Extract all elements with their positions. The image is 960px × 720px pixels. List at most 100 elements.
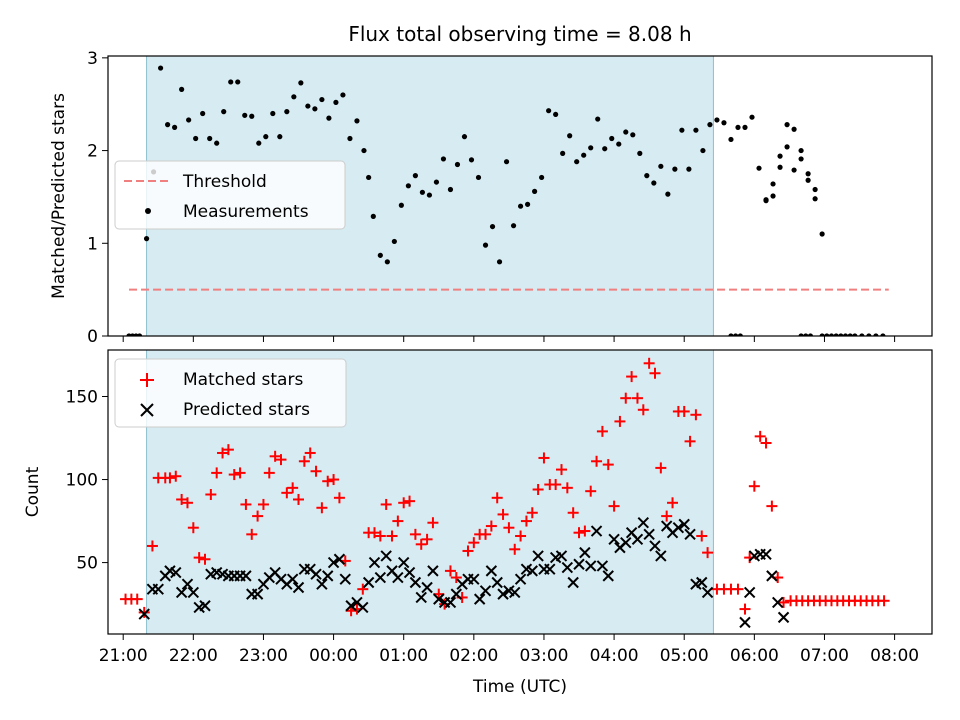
measurement-point: [277, 134, 283, 140]
predicted-star-stroke: [544, 563, 556, 575]
measurement-point: [256, 140, 262, 146]
measurement-point: [623, 129, 629, 135]
matched-star-point: [211, 467, 223, 479]
predicted-star-stroke: [322, 570, 334, 582]
measurement-point: [728, 333, 734, 336]
measurement-point: [179, 86, 185, 92]
measurement-point: [291, 94, 297, 100]
measurement-point: [136, 333, 143, 336]
predicted-star-point: [380, 550, 392, 562]
predicted-star-point: [701, 586, 714, 599]
matched-star-point: [328, 474, 340, 486]
predicted-star-point: [339, 573, 351, 585]
matched-star-point: [667, 497, 679, 509]
predicted-star-stroke: [403, 566, 416, 579]
matched-star-point: [637, 404, 649, 416]
predicted-star-stroke: [351, 596, 363, 609]
matched-star-point: [164, 472, 176, 484]
predicted-star-stroke: [514, 573, 527, 585]
matched-star-point: [131, 593, 143, 605]
measurement-point: [284, 109, 290, 115]
matched-star-point: [614, 415, 626, 427]
predicted-star-stroke: [152, 583, 164, 595]
predicted-star-point: [491, 576, 503, 589]
predicted-star-point: [240, 570, 252, 582]
matched-star-point: [538, 452, 550, 464]
ratio-legend: Threshold Measurements: [114, 160, 346, 230]
predicted-star-point: [310, 568, 322, 580]
measurement-point: [693, 127, 699, 133]
predicted-star-point: [392, 571, 404, 584]
matched-star-point: [561, 482, 573, 494]
predicted-star-point: [596, 560, 609, 572]
matched-star-point: [643, 357, 655, 369]
measurement-point: [207, 135, 213, 142]
predicted-star-point: [415, 591, 427, 604]
predicted-star-stroke: [590, 525, 603, 537]
matched-star-point: [661, 510, 673, 522]
measurement-point: [221, 109, 227, 115]
predicted-star-point: [544, 563, 556, 575]
matched-star-point: [491, 492, 503, 504]
predicted-star-stroke: [310, 568, 322, 580]
measurement-point: [249, 113, 255, 119]
matched-star-point: [146, 540, 158, 552]
predicted-star-stroke: [433, 593, 445, 605]
matched-star-point: [532, 484, 544, 496]
predicted-star-stroke: [620, 536, 632, 549]
x-tick-label: 08:00: [870, 646, 919, 666]
matched-star-point: [304, 447, 316, 459]
matched-star-point: [702, 547, 714, 559]
predicted-star-point: [766, 570, 778, 582]
matched-star-point: [415, 538, 427, 550]
measurement-point: [447, 186, 454, 193]
predicted-star-stroke: [777, 611, 790, 624]
measurement-point: [546, 108, 552, 114]
predicted-star-point: [450, 588, 463, 600]
predicted-star-stroke: [678, 518, 690, 531]
measurement-point: [842, 333, 849, 336]
measurement-point: [319, 96, 325, 103]
predicted-star-stroke: [772, 596, 784, 609]
predicted-star-stroke: [608, 533, 620, 546]
measurement-point: [721, 120, 727, 126]
measurement-point: [665, 191, 671, 197]
matched-star-point: [748, 480, 760, 492]
predicted-star-point: [739, 616, 751, 629]
predicted-star-stroke: [672, 522, 685, 534]
matched-star-point: [368, 527, 380, 539]
ratio-panel: Flux total observing time = 8.08 h 0123 …: [49, 22, 933, 347]
predicted-star-point: [743, 586, 756, 599]
matched-star-point: [217, 447, 229, 459]
matched-legend-label: Matched stars: [183, 370, 303, 390]
predicted-star-point: [181, 578, 194, 590]
predicted-star-point: [672, 522, 685, 534]
matched-star-point: [281, 487, 293, 499]
predicted-star-point: [637, 517, 650, 529]
matched-star-point: [503, 522, 515, 534]
matched-star-point: [573, 527, 585, 539]
predicted-star-point: [444, 596, 457, 609]
measurement-point: [700, 147, 706, 154]
matched-star-point: [596, 425, 608, 437]
predicted-star-stroke: [660, 520, 673, 532]
predicted-star-stroke: [138, 608, 150, 620]
matched-star-point: [585, 485, 597, 497]
predicted-star-stroke: [164, 565, 176, 577]
predicted-star-stroke: [415, 591, 427, 604]
measurement-point: [503, 159, 510, 165]
predicted-star-point: [573, 558, 585, 570]
measurement-point: [777, 164, 783, 170]
matched-star-point: [878, 595, 890, 607]
measurement-point: [242, 112, 248, 118]
predicted-star-point: [403, 566, 416, 579]
predicted-legend-label: Predicted stars: [183, 400, 310, 420]
matched-star-point: [398, 497, 410, 509]
measurement-point: [791, 126, 797, 132]
matched-star-point: [462, 545, 474, 557]
predicted-star-stroke: [567, 576, 579, 589]
matched-star-point: [427, 517, 439, 529]
measurement-point: [609, 135, 615, 142]
matched-star-point: [380, 498, 392, 510]
matched-star-point: [187, 522, 199, 534]
